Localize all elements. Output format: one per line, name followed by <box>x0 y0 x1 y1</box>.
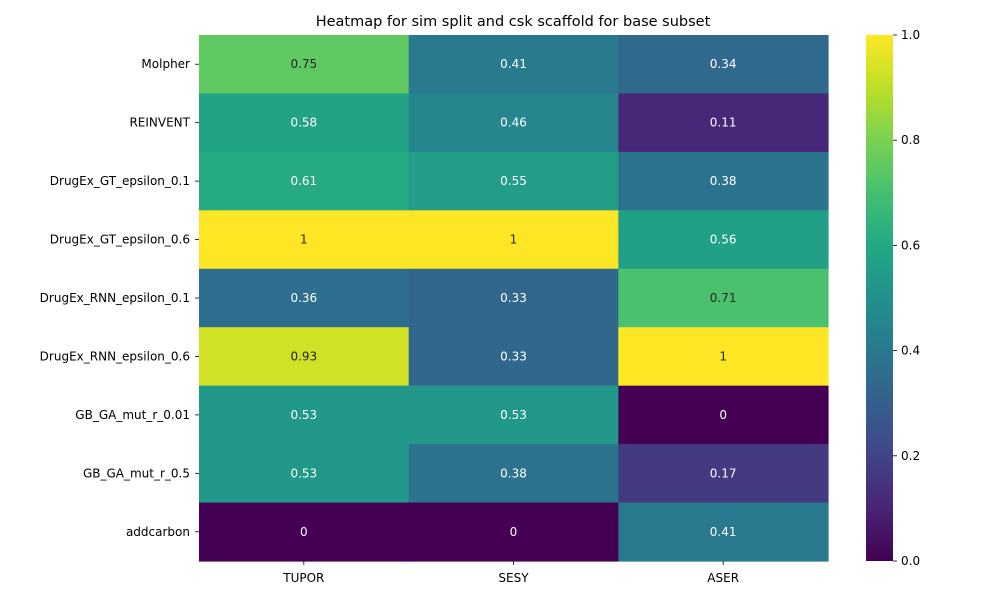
cell-value-label: 0.53 <box>290 408 317 422</box>
cell-value-label: 0.33 <box>500 291 527 305</box>
row-label: GB_GA_mut_r_0.01 <box>75 408 190 422</box>
colorbar-tick-label: 0.0 <box>901 554 920 568</box>
row-label: Molpher <box>141 57 190 71</box>
heatmap-cell <box>408 502 619 562</box>
cell-value-label: 0.53 <box>290 466 317 480</box>
cell-value-label: 0.38 <box>500 466 527 480</box>
colorbar-tick-label: 0.6 <box>901 238 920 252</box>
row-label: DrugEx_RNN_epsilon_0.1 <box>40 291 190 305</box>
cell-value-label: 0.53 <box>500 408 527 422</box>
heatmap-cell <box>408 210 619 270</box>
heatmap-cell <box>618 93 829 153</box>
cell-value-label: 0.11 <box>710 116 737 130</box>
heatmap-cells: 0.75 0.41 0.34 0.58 0.46 0.11 0.61 0.55 0.38 1 1 0.… <box>199 35 829 562</box>
heatmap-cell <box>618 268 829 328</box>
heatmap-cell <box>408 327 619 387</box>
cell-value-label: 0.56 <box>710 233 737 247</box>
cell-value-label: 0.46 <box>500 116 527 130</box>
cell-value-label: 0 <box>719 408 727 422</box>
row-label: DrugEx_GT_epsilon_0.6 <box>50 233 190 247</box>
column-labels: TUPOR SESY ASER <box>282 561 739 585</box>
heatmap-cell <box>408 444 619 504</box>
heatmap-cell <box>408 93 619 153</box>
column-label: ASER <box>707 571 739 585</box>
cell-value-label: 0.55 <box>500 174 527 188</box>
heatmap-cell <box>199 151 410 211</box>
chart-title: Heatmap for sim split and csk scaffold f… <box>316 14 711 30</box>
heatmap-cell <box>408 35 619 95</box>
cell-value-label: 0 <box>300 525 308 539</box>
heatmap-cell <box>618 502 829 562</box>
row-label: GB_GA_mut_r_0.5 <box>83 466 190 480</box>
cell-value-label: 0.61 <box>290 174 317 188</box>
heatmap-cell <box>199 385 410 445</box>
cell-value-label: 0 <box>510 525 518 539</box>
column-label: SESY <box>498 571 529 585</box>
heatmap-cell <box>199 93 410 153</box>
heatmap-cell <box>199 268 410 328</box>
row-label: DrugEx_RNN_epsilon_0.6 <box>40 349 190 363</box>
heatmap-cell <box>199 502 410 562</box>
cell-value-label: 0.38 <box>710 174 737 188</box>
cell-value-label: 0.41 <box>500 57 527 71</box>
cell-value-label: 0.58 <box>290 116 317 130</box>
heatmap-cell <box>618 327 829 387</box>
cell-value-label: 0.41 <box>710 525 737 539</box>
cell-value-label: 1 <box>300 233 308 247</box>
colorbar-tick-label: 0.8 <box>901 133 920 147</box>
cell-value-label: 0.17 <box>710 466 737 480</box>
heatmap-cell <box>618 385 829 445</box>
colorbar-gradient <box>866 35 893 561</box>
row-label: addcarbon <box>126 525 190 539</box>
heatmap-cell <box>408 385 619 445</box>
heatmap-cell <box>618 35 829 95</box>
cell-value-label: 0.36 <box>290 291 317 305</box>
cell-value-label: 0.34 <box>710 57 737 71</box>
colorbar-tick-label: 0.2 <box>901 449 920 463</box>
column-label: TUPOR <box>282 571 324 585</box>
heatmap-cell <box>408 151 619 211</box>
cell-value-label: 0.71 <box>710 291 737 305</box>
heatmap-cell <box>199 444 410 504</box>
heatmap-cell <box>618 444 829 504</box>
heatmap-cell <box>199 35 410 95</box>
heatmap-cell <box>199 327 410 387</box>
row-labels: Molpher REINVENT DrugEx_GT_epsilon_0.1 Drug… <box>40 57 199 539</box>
colorbar: 0.0 0.2 0.4 0.6 0.8 1.0 <box>866 28 920 568</box>
cell-value-label: 0.93 <box>290 349 317 363</box>
cell-value-label: 0.75 <box>290 57 317 71</box>
colorbar-tick-label: 0.4 <box>901 344 920 358</box>
cell-value-label: 1 <box>719 349 727 363</box>
cell-value-label: 0.33 <box>500 349 527 363</box>
row-label: DrugEx_GT_epsilon_0.1 <box>50 174 190 188</box>
cell-value-label: 1 <box>510 233 518 247</box>
row-label: REINVENT <box>129 116 190 130</box>
colorbar-tick-label: 1.0 <box>901 28 920 42</box>
heatmap-cell <box>618 210 829 270</box>
heatmap-cell <box>408 268 619 328</box>
heatmap-cell <box>618 151 829 211</box>
heatmap-cell <box>199 210 410 270</box>
